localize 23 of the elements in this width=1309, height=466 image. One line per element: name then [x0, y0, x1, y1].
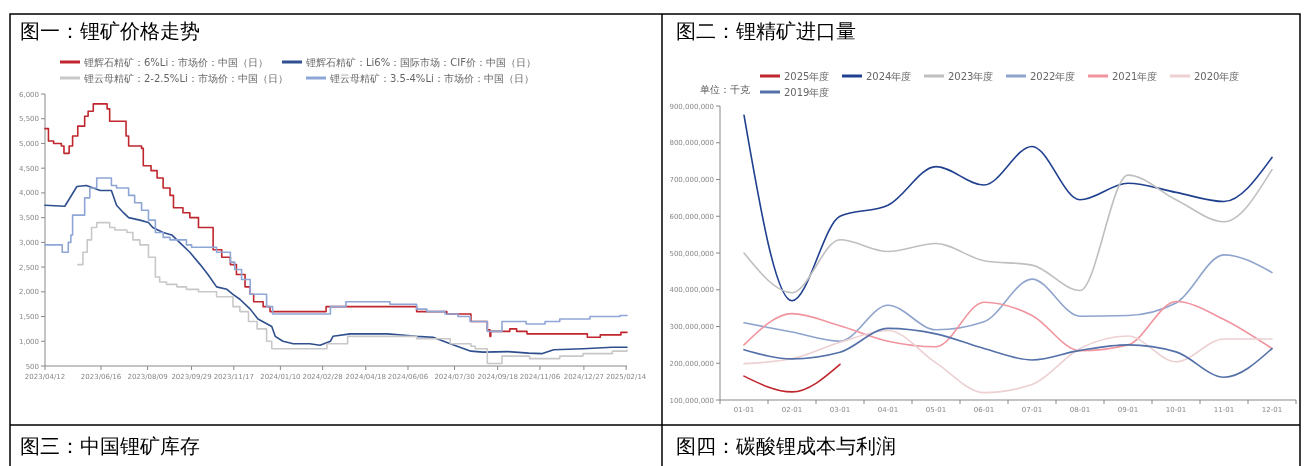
text: 单位：千克 — [700, 84, 750, 95]
line-series — [743, 327, 1273, 379]
legend-label: 2021年度 — [1112, 70, 1158, 82]
line-series — [743, 329, 1273, 394]
line-series — [743, 300, 1273, 352]
legend-label: 锂云母精矿：3.5-4%Li：市场价：中国（日） — [329, 72, 534, 84]
legend-label: 2025年度 — [784, 70, 830, 82]
legend-label: 2024年度 — [866, 70, 912, 82]
legend-label: 锂辉石精矿：Li6%：国际市场：CIF价：中国（日） — [305, 56, 536, 68]
text: 图四：碳酸锂成本与利润 — [676, 435, 896, 457]
chart-title: 图一：锂矿价格走势 — [20, 20, 200, 42]
line-series — [44, 184, 628, 355]
legend-label: 2023年度 — [948, 70, 994, 82]
chart-title: 图二：锂精矿进口量 — [676, 20, 856, 42]
text: 图三：中国锂矿库存 — [20, 435, 200, 457]
legend-label: 锂云母精矿：2-2.5%Li：市场价：中国（日） — [83, 72, 288, 84]
legend-label: 2020年度 — [1194, 70, 1240, 82]
line-series — [743, 114, 1273, 302]
line-series — [743, 254, 1273, 342]
legend-label: 锂辉石精矿：6%Li：市场价：中国（日） — [83, 56, 269, 68]
legend-label: 2022年度 — [1030, 70, 1076, 82]
legend-label: 2019年度 — [784, 86, 830, 98]
line-series — [743, 168, 1273, 294]
